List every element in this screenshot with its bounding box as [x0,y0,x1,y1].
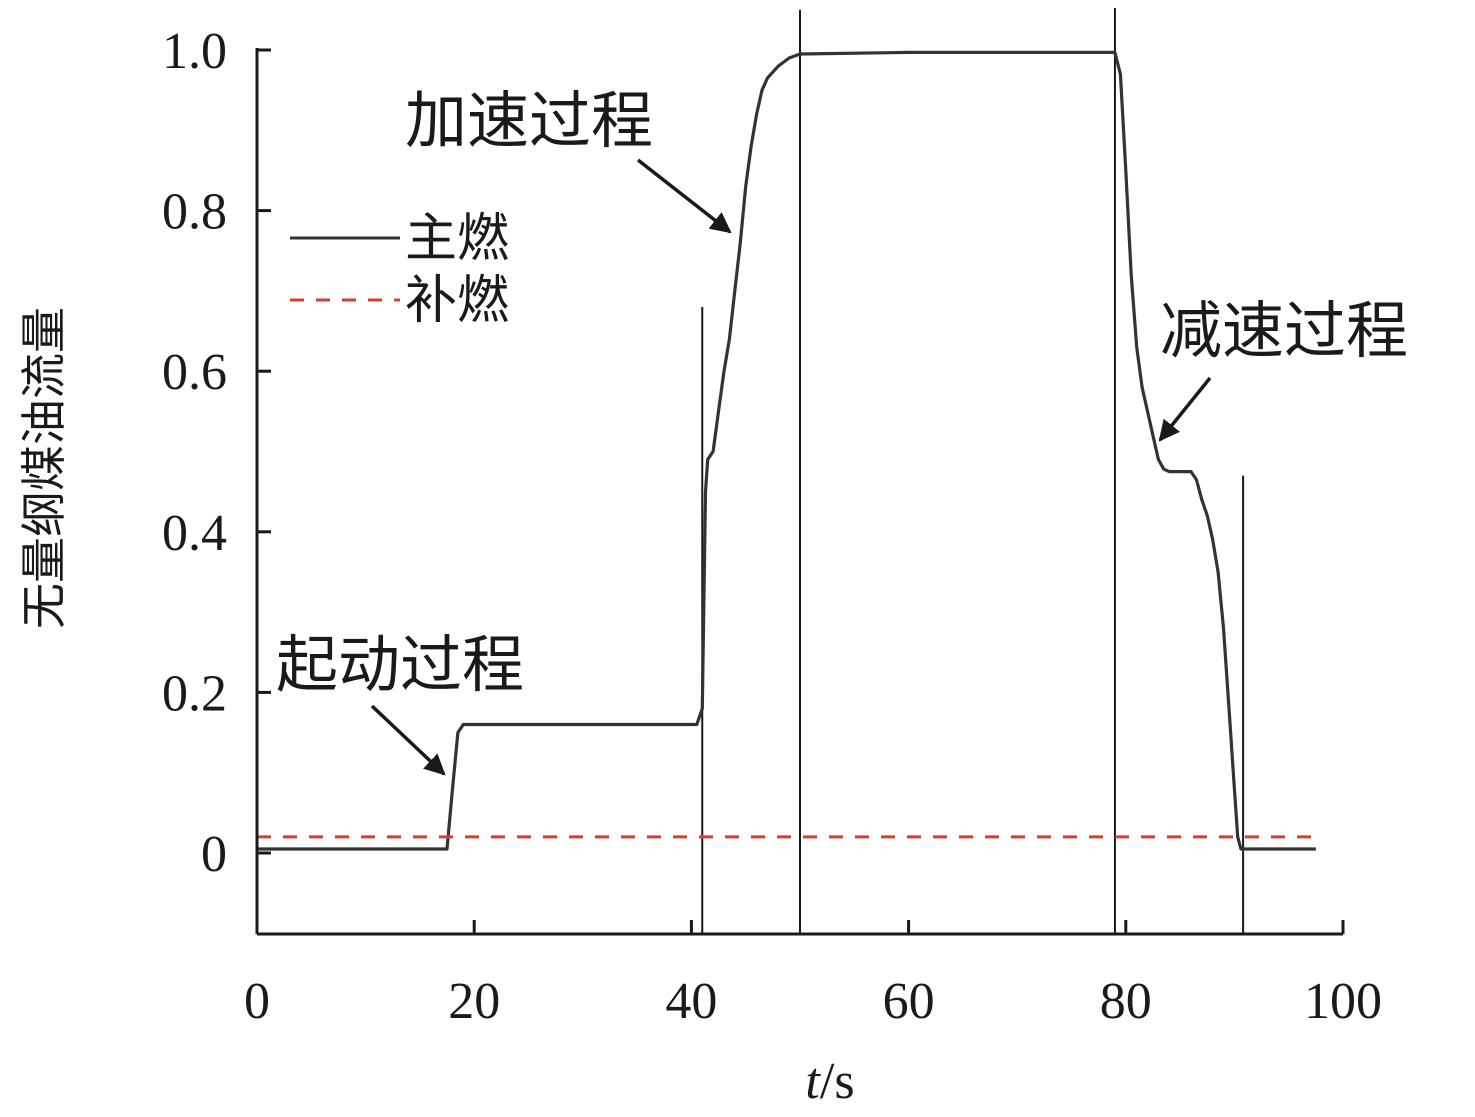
x-tick-label: 40 [665,973,717,1030]
annotation-deceleration-arrow [1158,376,1212,442]
y-tick-label: 0.6 [162,344,227,401]
y-tick-label: 1.0 [162,23,227,80]
vertical-markers [701,8,1245,934]
x-tick-label: 80 [1100,973,1152,1030]
series-line-main-combustor [257,50,1316,851]
y-tick-label: 0 [201,826,227,883]
x-axis-unit: /s [820,1053,855,1110]
annotation-acceleration-label: 加速过程 [405,84,653,157]
annotation-startup: 起动过程 [276,628,524,776]
annotation-deceleration-label: 减速过程 [1160,294,1408,367]
series-layer [257,50,1322,851]
legend: 主燃 补燃 [290,209,509,331]
y-axis-title: 无量纲煤油流量 [17,307,71,629]
legend-label-aux: 补燃 [405,271,509,331]
x-tick-label: 20 [448,973,500,1030]
legend-label-main: 主燃 [405,209,509,269]
x-axis-title: t/s [805,1053,854,1110]
x-tick-label: 60 [883,973,935,1030]
y-tick-label: 0.8 [162,184,227,241]
y-tick-label: 0.2 [162,665,227,722]
annotation-startup-label: 起动过程 [276,628,524,701]
x-tick-label: 0 [244,973,270,1030]
annotation-startup-arrow [370,704,446,776]
x-axis-var: t [805,1053,821,1110]
annotation-deceleration: 减速过程 [1158,294,1408,442]
annotation-acceleration-arrow [636,158,732,234]
annotation-acceleration: 加速过程 [405,84,732,234]
x-tick-label: 100 [1304,973,1382,1030]
y-tick-label: 0.4 [162,505,227,562]
ticks-layer: 0 20 40 60 80 100 0 0.2 0.4 0.6 0.8 1.0 [162,23,1382,1030]
